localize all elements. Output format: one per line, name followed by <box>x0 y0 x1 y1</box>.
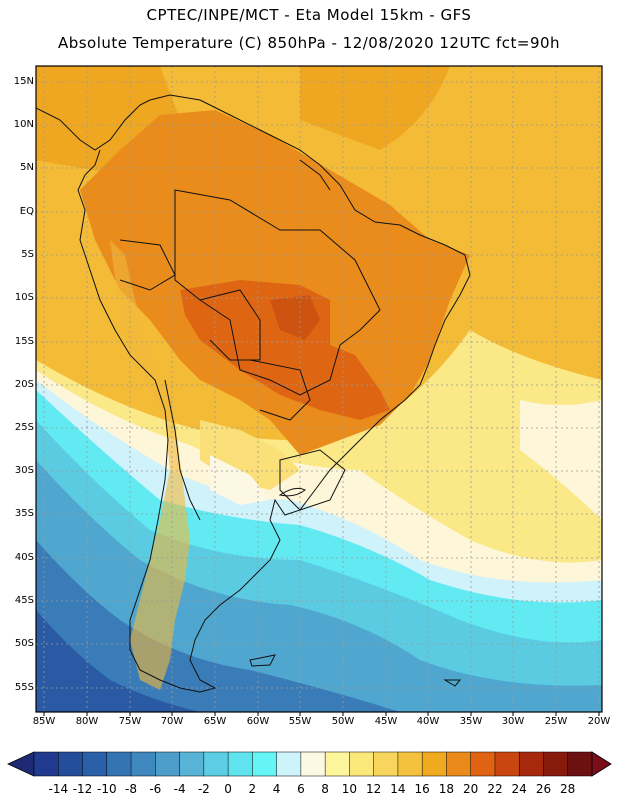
colorbar-cell <box>349 751 375 777</box>
colorbar-cell <box>373 751 399 777</box>
lon-label: 80W <box>75 716 99 727</box>
lon-label: 20W <box>587 716 611 727</box>
lat-label: 15S <box>14 336 34 347</box>
axis-ticks <box>43 712 600 716</box>
lat-label: 45S <box>14 595 34 606</box>
temp-band-neg12-neg8 <box>36 610 200 712</box>
colorbar-tick-label: 10 <box>341 782 358 796</box>
colorbar-tick-label: -6 <box>149 782 162 796</box>
colorbar-cell <box>421 751 447 777</box>
colorbar-cell <box>470 751 496 777</box>
colorbar-tick-label: -14 <box>48 782 69 796</box>
continent-warm-field <box>80 110 470 455</box>
colorbar-tick-label: 8 <box>321 782 329 796</box>
colorbar-cell <box>33 751 59 777</box>
lat-label: 20S <box>14 379 34 390</box>
lon-label: 25W <box>544 716 568 727</box>
temp-band-neg4-0 <box>36 460 602 712</box>
colorbar-cell <box>106 751 132 777</box>
lon-label: 85W <box>32 716 56 727</box>
lat-label: 35S <box>14 508 34 519</box>
temp-band-24-26-core <box>270 295 320 340</box>
colorbar-cell <box>252 751 278 777</box>
lon-label: 65W <box>203 716 227 727</box>
lat-label: 10N <box>13 119 34 130</box>
colorbar-cell <box>518 751 545 777</box>
colorbar-cell <box>179 751 205 777</box>
colorbar-tick-label: -10 <box>96 782 117 796</box>
lat-label: EQ <box>19 206 34 217</box>
graticule <box>36 66 602 712</box>
lat-label: 5N <box>20 162 34 173</box>
lat-label: 5S <box>21 249 34 260</box>
coastlines <box>36 94 471 693</box>
colorbar-cell <box>203 751 229 777</box>
colorbar-tick-label: 12 <box>366 782 382 796</box>
colorbar-tick-label: 22 <box>487 782 503 796</box>
lon-label: 50W <box>331 716 355 727</box>
lon-label: 30W <box>501 716 525 727</box>
lon-label: 55W <box>288 716 312 727</box>
colorbar-tick-label: 26 <box>535 782 552 796</box>
colorbar-cell <box>543 751 569 777</box>
lat-label: 55S <box>14 682 34 693</box>
colorbar-tick-label: -2 <box>197 782 210 796</box>
colorbar-cell <box>567 751 593 777</box>
colorbar-tick-label: 2 <box>248 782 257 796</box>
colorbar-cell <box>494 751 520 777</box>
colorbar-cell <box>397 751 423 777</box>
temp-band-8-10-east <box>520 400 602 520</box>
colorbar-over-arrow <box>591 751 612 777</box>
lon-label: 40W <box>416 716 440 727</box>
lat-label: 15N <box>13 76 34 87</box>
colorbar-cell <box>130 751 156 777</box>
lat-label: 25S <box>14 422 34 433</box>
lat-label: 30S <box>14 465 34 476</box>
colorbar-tick-label: 0 <box>224 782 232 796</box>
temp-band-6-8-plata <box>210 455 270 505</box>
colorbar-tick-label: -4 <box>173 782 186 796</box>
colorbar-tick-label: 14 <box>390 782 406 796</box>
colorbar-cell <box>227 751 253 777</box>
colorbar-tick-label: 6 <box>297 782 305 796</box>
temp-band-18-20-caribbean <box>300 66 450 150</box>
colorbar-tick-label: 16 <box>414 782 430 796</box>
map-subtitle: Absolute Temperature (C) 850hPa - 12/08/… <box>57 34 561 52</box>
colorbar-under-arrow <box>7 751 35 777</box>
colorbar-tick-label: 28 <box>560 782 576 796</box>
colorbar-tick-label: -12 <box>72 782 93 796</box>
colorbar-cells <box>33 751 593 777</box>
colorbar-cell <box>446 751 472 777</box>
colorbar-tick-label: 20 <box>463 782 479 796</box>
lon-label: 60W <box>246 716 270 727</box>
colorbar-cell <box>155 751 181 777</box>
temperature-map <box>35 65 603 716</box>
lon-label: 70W <box>160 716 184 727</box>
temp-band-neg8-neg4 <box>36 540 400 712</box>
map-title: CPTEC/INPE/MCT - Eta Model 15km - GFS <box>146 6 472 24</box>
lat-label: 10S <box>14 292 34 303</box>
lat-label: 40S <box>14 552 34 563</box>
colorbar <box>7 751 612 777</box>
colorbar-cell <box>324 751 350 777</box>
colorbar-tick-label: -8 <box>125 782 137 796</box>
colorbar-cell <box>58 751 84 777</box>
colorbar-tick-label: 18 <box>438 782 455 796</box>
colorbar-tick-label: 24 <box>511 782 527 796</box>
lat-label: 50S <box>14 638 34 649</box>
colorbar-cell <box>276 751 302 777</box>
lon-label: 75W <box>118 716 142 727</box>
colorbar-tick-label: 4 <box>272 782 281 796</box>
colorbar-cell <box>82 751 108 777</box>
colorbar-cell <box>300 751 326 777</box>
lon-label: 45W <box>374 716 398 727</box>
map-frame <box>35 65 603 713</box>
lon-label: 35W <box>459 716 483 727</box>
